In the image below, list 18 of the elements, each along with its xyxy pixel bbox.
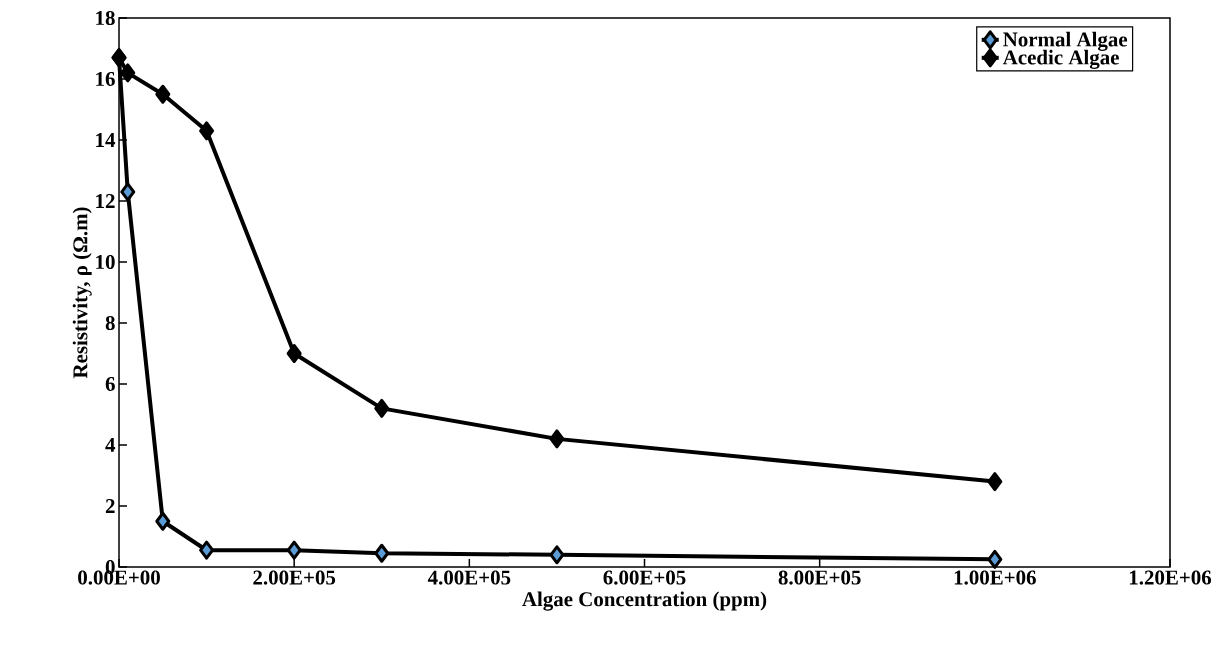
- x-axis-title: Algae Concentration (ppm): [522, 591, 767, 611]
- x-tick-label: 1.00E+06: [954, 570, 1036, 585]
- y-tick-label: 16: [96, 71, 115, 87]
- legend-label: Acedic Algae: [1002, 49, 1119, 69]
- x-tick-label: 6.00E+05: [603, 570, 686, 585]
- y-tick-label: 12: [96, 194, 115, 208]
- x-tick-label: 8.00E+05: [778, 570, 861, 585]
- y-tick-label: 2: [105, 499, 115, 513]
- y-tick-label: 10: [96, 254, 115, 270]
- y-tick-label: 8: [105, 315, 115, 331]
- x-tick-label: 1.20E+06: [1129, 570, 1212, 585]
- x-tick-label: 4.00E+05: [427, 570, 511, 585]
- y-tick-label: 6: [105, 376, 115, 392]
- x-tick-label: 2.00E+05: [253, 570, 336, 585]
- y-tick-label: 18: [96, 10, 115, 26]
- y-tick-label: 4: [105, 438, 116, 452]
- y-tick-label: 14: [96, 133, 116, 147]
- y-axis-title: Resistivity, ρ (Ω.m): [72, 207, 92, 379]
